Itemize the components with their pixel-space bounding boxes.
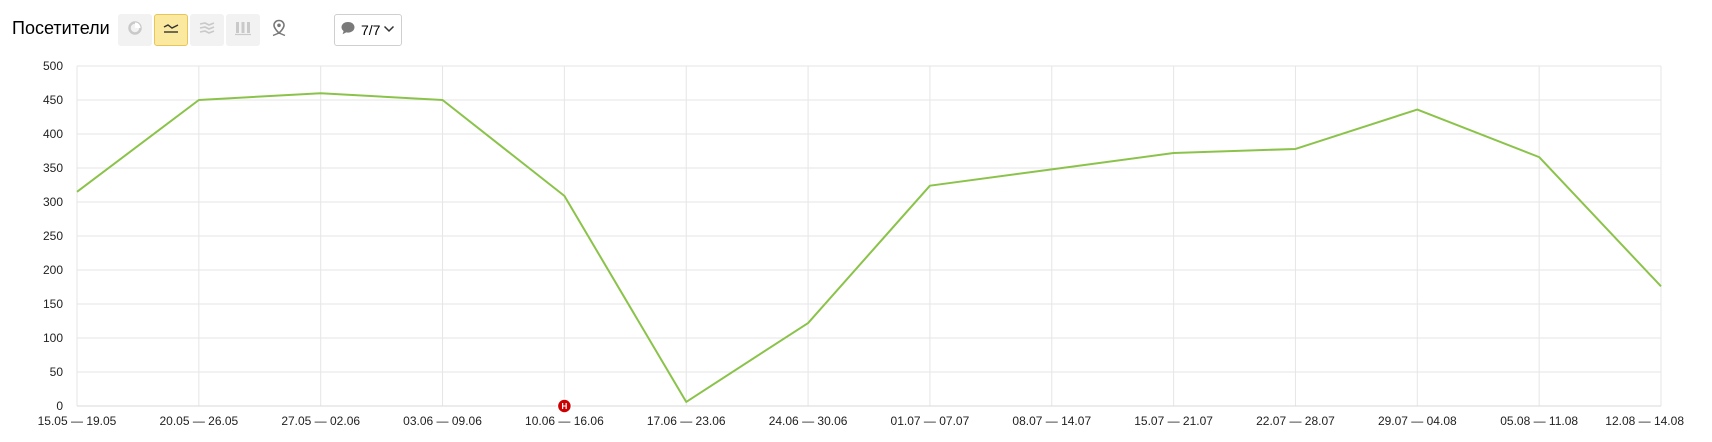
y-tick-label: 450 <box>43 93 63 107</box>
x-tick-label: 17.06 — 23.06 <box>647 414 726 428</box>
data-point[interactable] <box>1289 143 1301 155</box>
data-point[interactable] <box>437 94 449 106</box>
line-chart-icon <box>162 20 180 41</box>
chart-grid <box>76 65 1662 407</box>
y-axis-ticks: 0 50 100 150 200 250 300 350 400 450 500 <box>43 59 63 413</box>
map-pin-icon <box>270 19 288 42</box>
data-point[interactable] <box>558 190 570 202</box>
x-tick-label: 10.06 — 16.06 <box>525 414 604 428</box>
x-tick-label: 22.07 — 28.07 <box>1256 414 1335 428</box>
bar-chart-icon <box>234 20 252 41</box>
comments-dropdown[interactable]: 7/7 <box>334 14 402 46</box>
bar-chart-button[interactable] <box>226 14 260 46</box>
area-chart-button[interactable] <box>190 14 224 46</box>
y-tick-label: 350 <box>43 161 63 175</box>
data-point[interactable] <box>802 317 814 329</box>
data-point[interactable] <box>924 180 936 192</box>
y-tick-label: 400 <box>43 127 63 141</box>
data-point[interactable] <box>315 87 327 99</box>
chart-toolbar: Посетители <box>0 0 1712 60</box>
chart-title: Посетители <box>12 18 110 38</box>
data-point[interactable] <box>1168 147 1180 159</box>
chart-series <box>71 87 1667 408</box>
pie-chart-button[interactable] <box>118 14 152 46</box>
map-button[interactable] <box>262 14 296 46</box>
x-tick-label: 03.06 — 09.06 <box>403 414 482 428</box>
x-tick-label: 15.07 — 21.07 <box>1134 414 1213 428</box>
y-tick-label: 50 <box>50 365 64 379</box>
data-point[interactable] <box>1655 280 1667 292</box>
data-point[interactable] <box>1046 163 1058 175</box>
pie-chart-icon <box>127 20 143 41</box>
y-tick-label: 250 <box>43 229 63 243</box>
data-point[interactable] <box>193 94 205 106</box>
x-tick-label: 05.08 — 11.08 <box>1500 414 1578 428</box>
data-point[interactable] <box>680 396 692 408</box>
x-tick-label: 24.06 — 30.06 <box>769 414 848 428</box>
annotation-badge[interactable]: Н <box>556 398 573 414</box>
chevron-down-icon <box>383 21 395 39</box>
x-tick-label: 29.07 — 04.08 <box>1378 414 1457 428</box>
line-chart-button[interactable] <box>154 14 188 46</box>
y-tick-label: 300 <box>43 195 63 209</box>
comments-count: 7/7 <box>361 22 381 38</box>
x-tick-label: 01.07 — 07.07 <box>891 414 970 428</box>
x-tick-label: 12.08 — 14.08 <box>1605 414 1684 428</box>
data-point[interactable] <box>71 186 83 198</box>
chart-annotations: Н <box>556 398 573 414</box>
series-line <box>76 92 1662 403</box>
x-tick-label: 20.05 — 26.05 <box>159 414 238 428</box>
annotation-label: Н <box>561 402 567 411</box>
y-tick-label: 150 <box>43 297 63 311</box>
x-axis-ticks: 15.05 — 19.05 20.05 — 26.05 27.05 — 02.06 0… <box>38 414 1685 428</box>
data-point[interactable] <box>1533 151 1545 163</box>
speech-bubble-icon <box>340 20 356 41</box>
x-tick-label: 08.07 — 14.07 <box>1012 414 1091 428</box>
x-tick-label: 27.05 — 02.06 <box>281 414 360 428</box>
x-tick-label: 15.05 — 19.05 <box>38 414 117 428</box>
area-chart-icon <box>198 20 216 41</box>
data-point[interactable] <box>1411 104 1423 116</box>
y-tick-label: 200 <box>43 263 63 277</box>
y-tick-label: 0 <box>56 399 63 413</box>
annotation-marker <box>556 398 573 414</box>
y-tick-label: 500 <box>43 59 63 73</box>
y-tick-label: 100 <box>43 331 63 345</box>
